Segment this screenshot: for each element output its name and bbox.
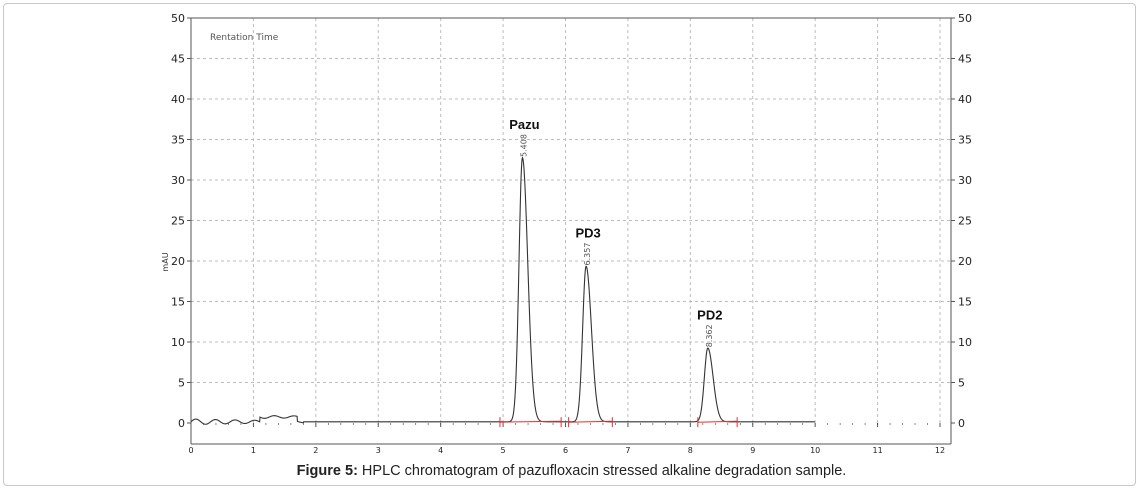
x-tick-label: 12 [935, 446, 945, 455]
x-tick-label: 5 [501, 446, 506, 455]
x-tick-label: 6 [563, 446, 568, 455]
retention-time-label: 6.357 [583, 243, 592, 266]
figure-caption: Figure 5: HPLC chromatogram of pazufloxa… [0, 463, 1143, 479]
y-tick-label: 25 [171, 215, 185, 228]
integration-baseline [499, 420, 562, 423]
x-tick-label: 0 [188, 446, 193, 455]
y-tick-label-right: 0 [958, 417, 965, 430]
y-tick-label: 15 [171, 296, 185, 309]
y-tick-label: 35 [171, 134, 185, 147]
y-tick-label-right: 20 [958, 255, 972, 268]
y-tick-label-right: 35 [958, 134, 972, 147]
x-tick-label: 2 [313, 446, 318, 455]
y-tick-label-right: 5 [958, 377, 965, 390]
x-tick-label: 10 [810, 446, 820, 455]
y-tick-label-right: 30 [958, 174, 972, 187]
legend-text: Rentation Time [210, 33, 279, 43]
integration-baseline [697, 420, 738, 423]
y-tick-label-right: 45 [958, 53, 972, 66]
y-tick-label: 40 [171, 93, 185, 106]
peak-name-label: PD2 [697, 307, 722, 322]
y-tick-label: 20 [171, 255, 185, 268]
y-axis-label: mAU [161, 252, 170, 271]
x-tick-label: 1 [251, 446, 256, 455]
x-tick-label: 8 [688, 446, 693, 455]
x-tick-label: 9 [750, 446, 755, 455]
y-tick-label-right: 15 [958, 296, 972, 309]
retention-time-label: 8.362 [705, 324, 714, 347]
y-tick-label: 0 [178, 417, 185, 430]
axes [187, 17, 955, 445]
y-tick-label-right: 40 [958, 93, 972, 106]
y-tick-label-right: 50 [958, 12, 972, 25]
retention-time-label: 5.408 [519, 134, 528, 157]
peak-name-label: PD3 [575, 225, 600, 240]
y-tick-label-right: 25 [958, 215, 972, 228]
y-tick-label: 30 [171, 174, 185, 187]
y-tick-label: 45 [171, 53, 185, 66]
figure-frame [3, 3, 1136, 486]
x-tick-label: 4 [438, 446, 443, 455]
integration-baseline [568, 420, 613, 423]
trace-layer [190, 156, 815, 428]
caption-text: HPLC chromatogram of pazufloxacin stress… [357, 463, 847, 479]
x-tick-label: 7 [625, 446, 630, 455]
y-tick-label: 50 [171, 12, 185, 25]
y-tick-label: 5 [178, 377, 185, 390]
caption-prefix: Figure 5: [296, 463, 358, 479]
x-tick-label: 3 [376, 446, 381, 455]
y-tick-label: 10 [171, 336, 185, 349]
y-tick-label-right: 10 [958, 336, 972, 349]
grid-lines [191, 17, 951, 423]
x-tick-label: 11 [872, 446, 882, 455]
peak-name-label: Pazu [509, 117, 539, 132]
